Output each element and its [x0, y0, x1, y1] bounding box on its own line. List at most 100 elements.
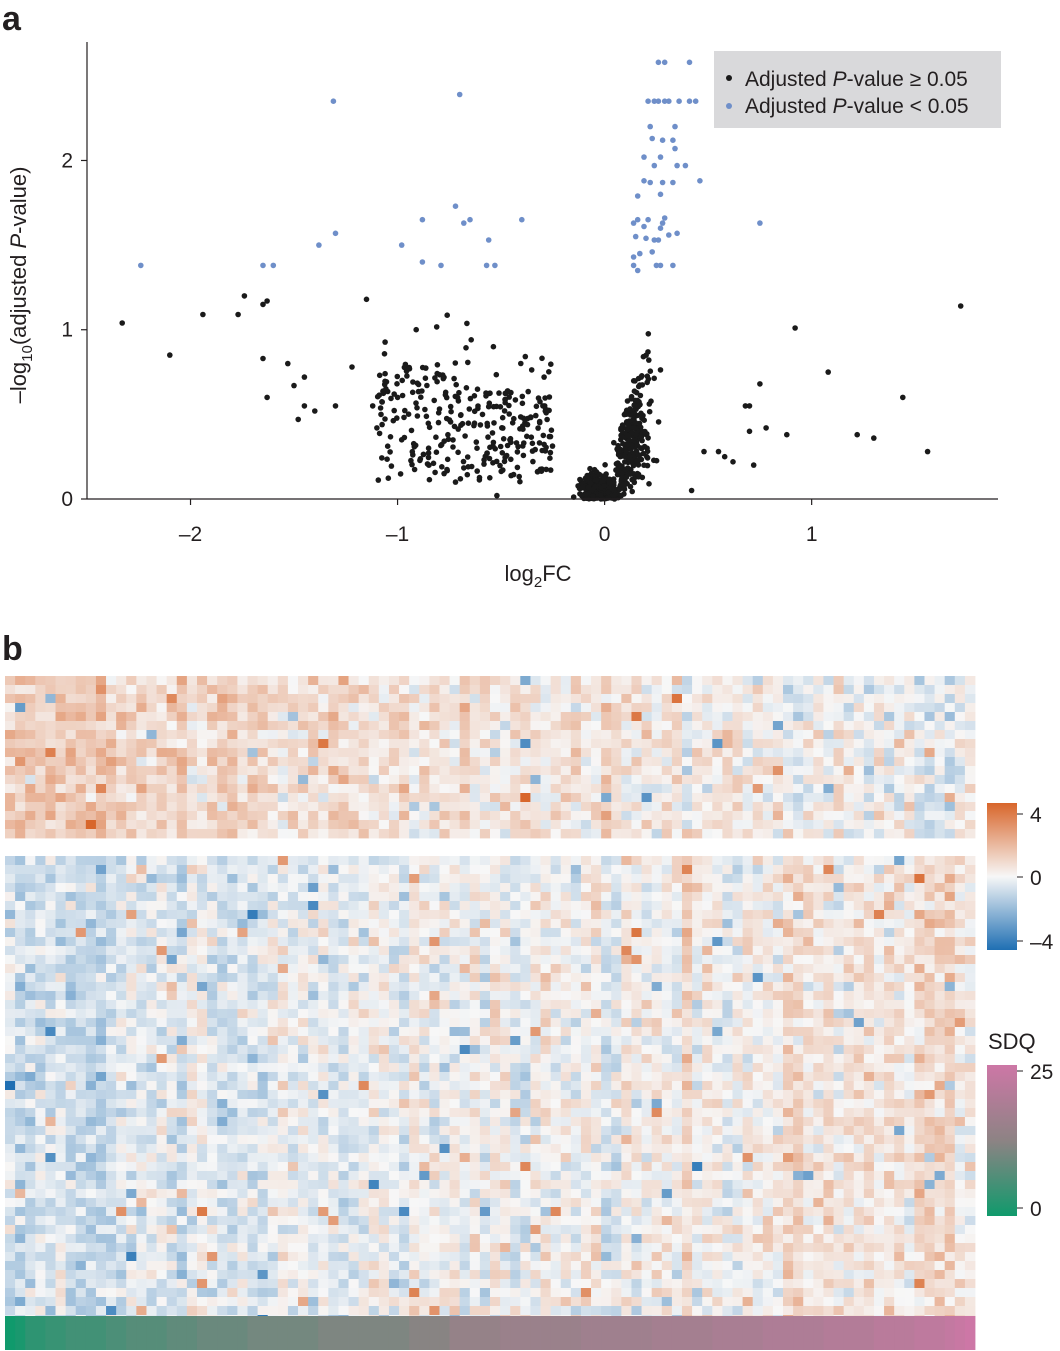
heatmap-cell	[702, 739, 713, 749]
heatmap-cell	[621, 910, 632, 920]
heatmap-cell	[894, 739, 905, 749]
heatmap-cell	[591, 883, 602, 893]
heatmap-cell	[722, 793, 733, 803]
heatmap-cell	[358, 793, 370, 803]
heatmap-cell	[399, 757, 410, 767]
heatmap-cell	[207, 874, 218, 884]
heatmap-cell	[772, 1018, 784, 1028]
heatmap-cell	[762, 946, 774, 956]
heatmap-cell	[580, 712, 592, 722]
heatmap-cell	[126, 919, 137, 929]
heatmap-cell	[702, 820, 713, 830]
point-nonsignificant	[332, 403, 339, 409]
heatmap-cell	[237, 1036, 248, 1046]
heatmap-cell	[702, 730, 713, 740]
heatmap-cell	[5, 766, 16, 776]
heatmap-cell	[550, 802, 562, 812]
heatmap-cell	[95, 937, 107, 947]
heatmap-cell	[631, 676, 642, 686]
x-tick-label: 1	[806, 523, 818, 546]
heatmap-cell	[429, 757, 440, 767]
heatmap-cell	[287, 1045, 299, 1055]
heatmap-cell	[964, 919, 976, 929]
heatmap-cell	[338, 982, 349, 992]
heatmap-cell	[550, 928, 562, 938]
heatmap-cell	[520, 784, 531, 794]
heatmap-cell	[934, 973, 946, 983]
heatmap-cell	[843, 937, 855, 947]
heatmap-cell	[399, 721, 410, 731]
heatmap-cell	[884, 1000, 895, 1010]
heatmap-cell	[712, 1045, 723, 1055]
heatmap-cell	[146, 1045, 157, 1055]
point-nonsignificant	[539, 466, 545, 472]
heatmap-cell	[348, 757, 360, 767]
heatmap-cell	[843, 1045, 855, 1055]
heatmap-cell	[257, 937, 269, 947]
heatmap-cell	[287, 991, 299, 1001]
heatmap-cell	[146, 802, 157, 812]
heatmap-cell	[651, 1018, 663, 1028]
heatmap-cell	[257, 721, 269, 731]
point-nonsignificant	[519, 400, 526, 407]
heatmap-cell	[611, 892, 622, 902]
heatmap-cell	[116, 802, 127, 812]
heatmap-cell	[621, 766, 632, 776]
heatmap-cell	[540, 946, 552, 956]
heatmap-cell	[934, 1036, 946, 1046]
heatmap-cell	[601, 1027, 612, 1037]
point-nonsignificant	[487, 475, 493, 481]
heatmap-cell	[732, 694, 743, 704]
heatmap-cell	[257, 892, 269, 902]
heatmap-cell	[732, 793, 743, 803]
heatmap-cell	[116, 883, 127, 893]
heatmap-cell	[621, 892, 632, 902]
heatmap-cell	[166, 739, 178, 749]
heatmap-cell	[85, 946, 97, 956]
heatmap-cell	[894, 1036, 905, 1046]
point-significant	[398, 242, 405, 248]
heatmap-cell	[752, 721, 764, 731]
heatmap-cell	[823, 937, 834, 947]
point-significant	[661, 215, 668, 221]
heatmap-cell	[601, 856, 612, 866]
point-nonsignificant	[441, 374, 447, 381]
heatmap-cell	[85, 748, 97, 758]
heatmap-cell	[95, 991, 107, 1001]
heatmap-cell	[651, 820, 663, 830]
heatmap-cell	[146, 748, 157, 758]
point-nonsignificant	[638, 410, 644, 417]
heatmap-cell	[510, 712, 521, 722]
heatmap-cell	[419, 748, 430, 758]
heatmap-cell	[45, 784, 56, 794]
point-nonsignificant	[443, 415, 450, 422]
heatmap-cell	[681, 703, 693, 713]
point-nonsignificant	[627, 483, 634, 490]
heatmap-cell	[631, 739, 642, 749]
heatmap-cell	[348, 883, 360, 893]
heatmap-cell	[439, 721, 450, 731]
heatmap-cell	[934, 784, 946, 794]
heatmap-cell	[419, 928, 430, 938]
heatmap-cell	[904, 973, 915, 983]
heatmap-cell	[752, 829, 764, 839]
heatmap-cell	[924, 811, 935, 821]
heatmap-cell	[409, 748, 420, 758]
heatmap-cell	[873, 676, 885, 686]
heatmap-cell	[702, 1054, 713, 1064]
heatmap-cell	[419, 703, 430, 713]
heatmap-cell	[95, 703, 107, 713]
heatmap-cell	[15, 955, 26, 965]
heatmap-cell	[469, 721, 481, 731]
heatmap-cell	[207, 892, 218, 902]
heatmap-cell	[490, 694, 501, 704]
heatmap-cell	[469, 946, 481, 956]
heatmap-cell	[267, 802, 279, 812]
heatmap-cell	[904, 784, 915, 794]
heatmap-cell	[924, 919, 935, 929]
point-nonsignificant	[394, 373, 401, 380]
heatmap-cell	[348, 703, 360, 713]
heatmap-cell	[338, 883, 349, 893]
heatmap-cell	[479, 676, 491, 686]
point-nonsignificant	[241, 293, 248, 299]
